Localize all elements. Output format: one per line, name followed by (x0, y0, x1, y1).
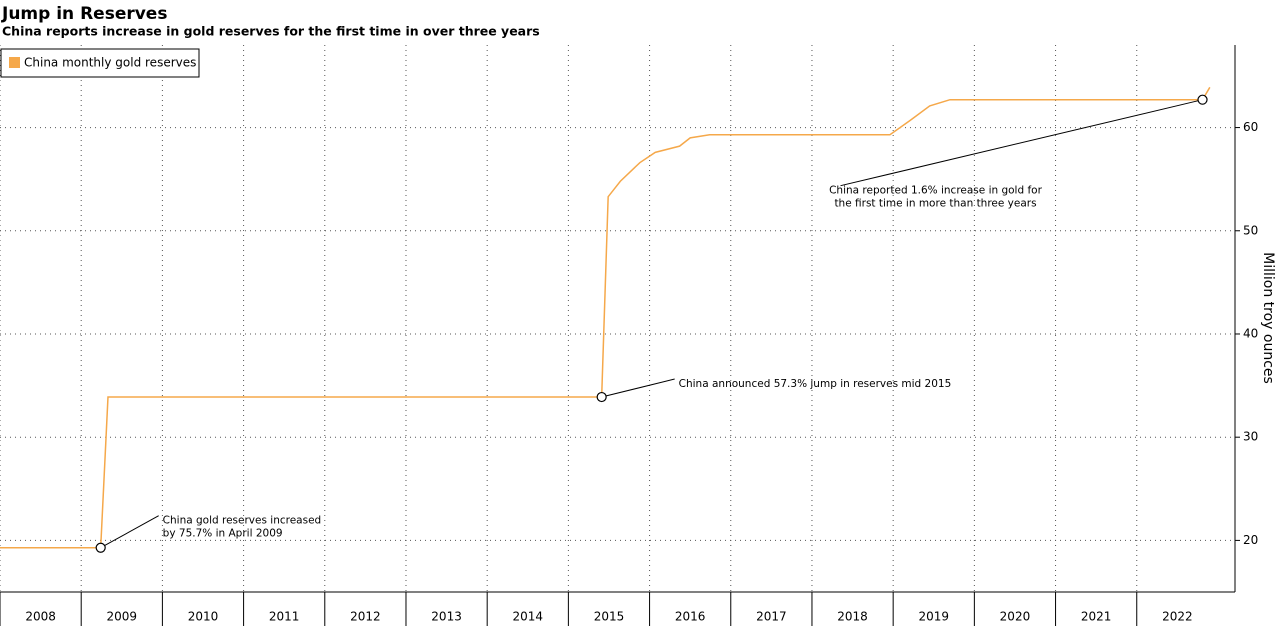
annotation-point (1197, 94, 1208, 105)
x-tick-label: 2017 (756, 610, 787, 624)
annotation-leader (100, 515, 159, 549)
annotation-point (95, 542, 106, 553)
chart-subtitle: China reports increase in gold reserves … (2, 24, 540, 39)
annotation-text: China reported 1.6% increase in gold for (829, 185, 1043, 197)
chart-title: Jump in Reserves (1, 4, 167, 24)
legend: China monthly gold reserves (0, 48, 200, 78)
annotation-leader (840, 99, 1203, 187)
legend-box (0, 48, 200, 78)
x-tick-label: 2020 (1000, 610, 1031, 624)
x-tick-label: 2022 (1162, 610, 1193, 624)
y-tick-label: 60 (1243, 120, 1258, 134)
y-tick-label: 20 (1243, 533, 1258, 547)
legend-label: China monthly gold reserves (24, 56, 196, 70)
x-tick-label: 2019 (918, 610, 949, 624)
legend-swatch (9, 57, 20, 68)
y-tick-label: 30 (1243, 430, 1258, 444)
data-line (0, 86, 1211, 549)
x-tick-label: 2013 (431, 610, 462, 624)
x-tick-label: 2011 (269, 610, 300, 624)
x-tick-label: 2008 (25, 610, 56, 624)
annotation-point (596, 391, 607, 403)
annotation-text: China gold reserves increased (163, 515, 322, 527)
y-axis-label: Million troy ounces (1260, 252, 1276, 384)
x-tick-label: 2010 (188, 610, 219, 624)
annotation-text: China announced 57.3% jump in reserves m… (679, 378, 952, 390)
y-tick-label: 50 (1243, 223, 1258, 237)
x-tick-label: 2018 (837, 610, 868, 624)
x-tick-label: 2014 (513, 610, 544, 624)
x-tick-label: 2016 (675, 610, 706, 624)
x-tick-label: 2012 (350, 610, 381, 624)
x-tick-label: 2021 (1081, 610, 1112, 624)
annotation-leader (601, 378, 675, 398)
annotation-text: the first time in more than three years (834, 198, 1036, 210)
x-tick-label: 2015 (594, 610, 625, 624)
y-tick-label: 40 (1243, 326, 1258, 340)
x-tick-label: 2009 (107, 610, 138, 624)
annotation-text: by 75.7% in April 2009 (163, 528, 283, 540)
